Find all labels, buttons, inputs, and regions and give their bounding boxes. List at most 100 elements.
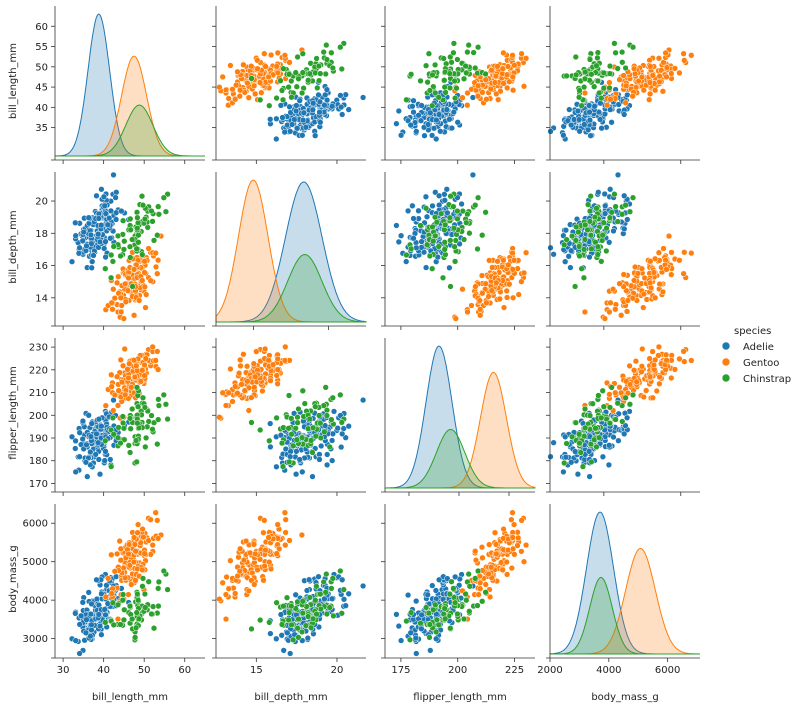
point-gentoo [298,531,306,539]
point-chinstrap [576,252,583,260]
point-gentoo [676,257,683,264]
point-chinstrap [589,400,596,407]
point-chinstrap [447,625,454,632]
point-chinstrap [139,251,146,258]
point-chinstrap [301,400,308,407]
point-adelie [102,448,109,455]
point-chinstrap [320,578,327,586]
point-adelie [598,125,605,132]
subplot-bill_length_mm-vs-flipper_length_mm [381,6,535,164]
point-gentoo [479,554,486,561]
point-adelie [574,107,582,115]
point-chinstrap [403,96,410,103]
point-gentoo [639,345,646,353]
point-chinstrap [109,258,117,265]
point-chinstrap [450,49,457,56]
point-gentoo [655,249,663,256]
point-chinstrap [479,598,486,605]
point-gentoo [121,345,128,353]
point-chinstrap [586,56,594,63]
point-chinstrap [294,414,301,421]
x-tick-label: 15 [250,665,263,676]
point-chinstrap [406,636,414,643]
point-chinstrap [600,69,607,77]
point-adelie [621,430,628,438]
point-gentoo [623,308,631,315]
point-adelie [410,215,417,222]
point-gentoo [266,558,273,566]
point-gentoo [131,373,139,381]
point-gentoo [113,279,121,286]
point-adelie [287,128,294,135]
point-adelie [277,611,285,618]
point-chinstrap [606,214,614,221]
point-chinstrap [305,77,312,84]
point-gentoo [115,273,122,280]
point-gentoo [234,390,241,397]
point-adelie [76,244,83,251]
point-gentoo [522,249,530,256]
point-gentoo [122,574,129,581]
point-gentoo [475,82,482,89]
point-gentoo [286,59,293,66]
point-gentoo [240,61,247,68]
point-gentoo [509,52,516,59]
point-adelie [93,192,100,199]
point-chinstrap [306,594,313,601]
x-tick-label: 200 [448,665,467,676]
point-gentoo [488,67,495,74]
point-adelie [82,629,90,636]
point-gentoo [500,49,507,57]
point-adelie [435,111,443,118]
point-gentoo [509,249,516,257]
point-gentoo [240,557,248,564]
point-chinstrap [438,210,445,217]
point-chinstrap [422,604,430,611]
point-adelie [404,591,412,599]
point-gentoo [245,407,252,414]
point-chinstrap [435,243,442,250]
point-gentoo [581,308,589,316]
point-gentoo [520,83,528,90]
point-adelie [605,461,613,469]
point-gentoo [130,357,138,364]
point-gentoo [468,302,475,309]
point-chinstrap [482,589,489,596]
point-chinstrap [407,609,415,616]
point-chinstrap [599,387,606,394]
point-gentoo [509,87,517,94]
point-chinstrap [474,567,482,575]
point-gentoo [606,391,613,398]
point-gentoo [638,265,646,272]
point-chinstrap [150,625,158,632]
point-gentoo [491,529,499,536]
point-adelie [427,647,434,654]
point-gentoo [655,343,663,351]
point-chinstrap [576,87,583,94]
point-chinstrap [138,193,146,200]
point-gentoo [487,85,494,93]
point-adelie [288,121,296,128]
point-adelie [102,611,109,619]
point-gentoo [251,384,258,391]
point-adelie [96,471,104,478]
point-chinstrap [426,252,434,260]
point-chinstrap [454,610,461,618]
point-gentoo [663,357,670,364]
point-chinstrap [273,94,280,102]
point-chinstrap [293,83,300,90]
point-adelie [279,114,286,121]
point-gentoo [495,96,502,103]
point-gentoo [601,315,609,322]
point-chinstrap [614,65,621,72]
point-gentoo [145,245,152,252]
point-chinstrap [313,583,320,590]
point-gentoo [154,270,161,277]
point-adelie [443,106,450,113]
point-gentoo [222,615,230,623]
y-tick-label: 190 [29,434,48,445]
point-gentoo [511,551,518,558]
point-chinstrap [294,53,301,61]
point-chinstrap [323,56,331,63]
point-gentoo [254,57,261,64]
